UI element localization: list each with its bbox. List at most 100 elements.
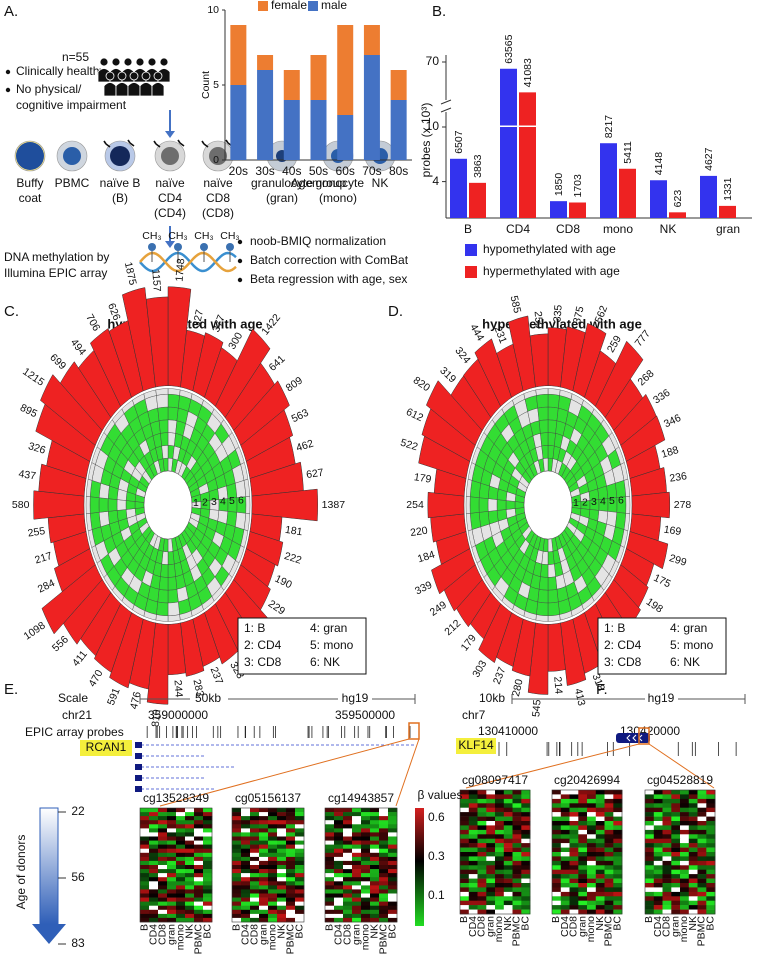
- bullet: [5, 69, 11, 75]
- x-tick-label: 60s: [336, 164, 355, 178]
- person-body: [151, 82, 165, 97]
- ring-cell: [536, 393, 549, 409]
- heatmap-cell: [334, 869, 344, 874]
- heatmap-cell: [495, 838, 505, 844]
- ring-cell: [157, 588, 169, 604]
- heatmap-cell: [706, 821, 716, 826]
- heatmap-cell: [140, 897, 150, 902]
- heatmap-cell: [185, 873, 195, 878]
- exon: [135, 786, 142, 792]
- heatmap-cell: [203, 848, 213, 854]
- heatmap-cell: [613, 852, 623, 857]
- heatmap-cell: [268, 812, 278, 817]
- heatmap-cell: [268, 852, 278, 858]
- scale-label: 10kb: [479, 691, 505, 705]
- column-label: B: [550, 916, 562, 923]
- column-label: B: [643, 916, 655, 923]
- heatmap-cell: [653, 825, 663, 831]
- legend-label: 3: CD8: [604, 655, 642, 669]
- heatmap-cell: [587, 843, 597, 848]
- heatmap-cell: [259, 865, 269, 870]
- heatmap-cell: [370, 909, 380, 915]
- heatmap-cell: [486, 905, 496, 910]
- heatmap-cell: [295, 848, 305, 854]
- cell-nucleus: [161, 147, 179, 165]
- heatmap-cell: [680, 891, 690, 897]
- value-label: 324: [452, 345, 472, 366]
- heatmap-cell: [232, 901, 242, 906]
- ring-cell: [540, 432, 549, 447]
- heatmap-cell: [645, 803, 655, 808]
- bar: [600, 143, 617, 218]
- heatmap-cell: [149, 816, 159, 821]
- heatmap-cell: [370, 881, 380, 886]
- heatmap-cell: [697, 909, 707, 915]
- heatmap-cell: [140, 828, 150, 833]
- heatmap-cell: [503, 896, 513, 901]
- heatmap-cell: [185, 844, 195, 849]
- heatmap-cell: [662, 794, 672, 800]
- heatmap-cell: [379, 885, 389, 890]
- heatmap-cell: [203, 820, 213, 825]
- bar-segment: [283, 70, 300, 100]
- heatmap-cell: [503, 874, 513, 879]
- heatmap-cell: [486, 869, 496, 875]
- heatmap-cell: [680, 874, 690, 879]
- ring-cell: [245, 496, 251, 514]
- legend-label: hypomethylated with age: [483, 242, 616, 256]
- heatmap-cell: [688, 900, 698, 906]
- methyl-ball: [200, 243, 208, 251]
- heatmap-cell: [370, 913, 380, 919]
- heatmap-cell: [388, 820, 398, 825]
- heatmap-cell: [232, 897, 242, 902]
- ring-label: 3: [211, 496, 217, 508]
- heatmap-cell: [259, 909, 269, 915]
- heatmap-cell: [587, 887, 597, 893]
- heatmap-cell: [706, 798, 716, 804]
- ring-cell: [536, 601, 549, 617]
- legend-label: 1: B: [604, 621, 625, 635]
- heatmap-cell: [569, 816, 579, 822]
- heatmap-cell: [176, 865, 186, 870]
- tick-label: 0.3: [428, 849, 445, 863]
- cell-label: coat: [19, 191, 42, 205]
- heatmap-cell: [334, 889, 344, 894]
- legend-swatch: [465, 266, 477, 278]
- heatmap-cell: [334, 856, 344, 862]
- heatmap-cell: [370, 873, 380, 878]
- bullet: [237, 277, 243, 283]
- heatmap-cell: [521, 816, 531, 822]
- heatmap-cell: [250, 909, 260, 915]
- heatmap-cell: [277, 840, 287, 845]
- heatmap-cell: [578, 816, 588, 822]
- heatmap-cell: [688, 891, 698, 897]
- heatmap-cell: [512, 838, 522, 844]
- heatmap-cell: [521, 847, 531, 853]
- heatmap-cell: [352, 889, 362, 894]
- heatmap-cell: [343, 836, 353, 841]
- heatmap-cell: [286, 873, 296, 878]
- heatmap-cell: [158, 917, 168, 923]
- heatmap-cell: [680, 843, 690, 848]
- heatmap-cell: [521, 834, 531, 839]
- heatmap-cell: [194, 877, 204, 882]
- value-label: 470: [86, 668, 105, 689]
- assay-label: Illumina EPIC array: [4, 266, 107, 280]
- heatmap-cell: [286, 905, 296, 911]
- heatmap-cell: [503, 829, 513, 835]
- heatmap-cell: [521, 874, 531, 879]
- heatmap-cell: [671, 865, 681, 870]
- heatmap-cell: [486, 838, 496, 844]
- heatmap-cell: [140, 812, 150, 817]
- heatmap-cell: [388, 873, 398, 878]
- heatmap-cell: [512, 834, 522, 839]
- heatmap-cell: [388, 877, 398, 882]
- heatmap-cell: [295, 917, 305, 923]
- heatmap-cell: [343, 917, 353, 923]
- heatmap-cell: [370, 844, 380, 849]
- heatmap-cell: [334, 873, 344, 878]
- step-label: Batch correction with ComBat: [250, 253, 409, 267]
- heatmap-cell: [158, 869, 168, 874]
- heatmap-cell: [604, 794, 614, 800]
- heatmap-cell: [149, 881, 159, 886]
